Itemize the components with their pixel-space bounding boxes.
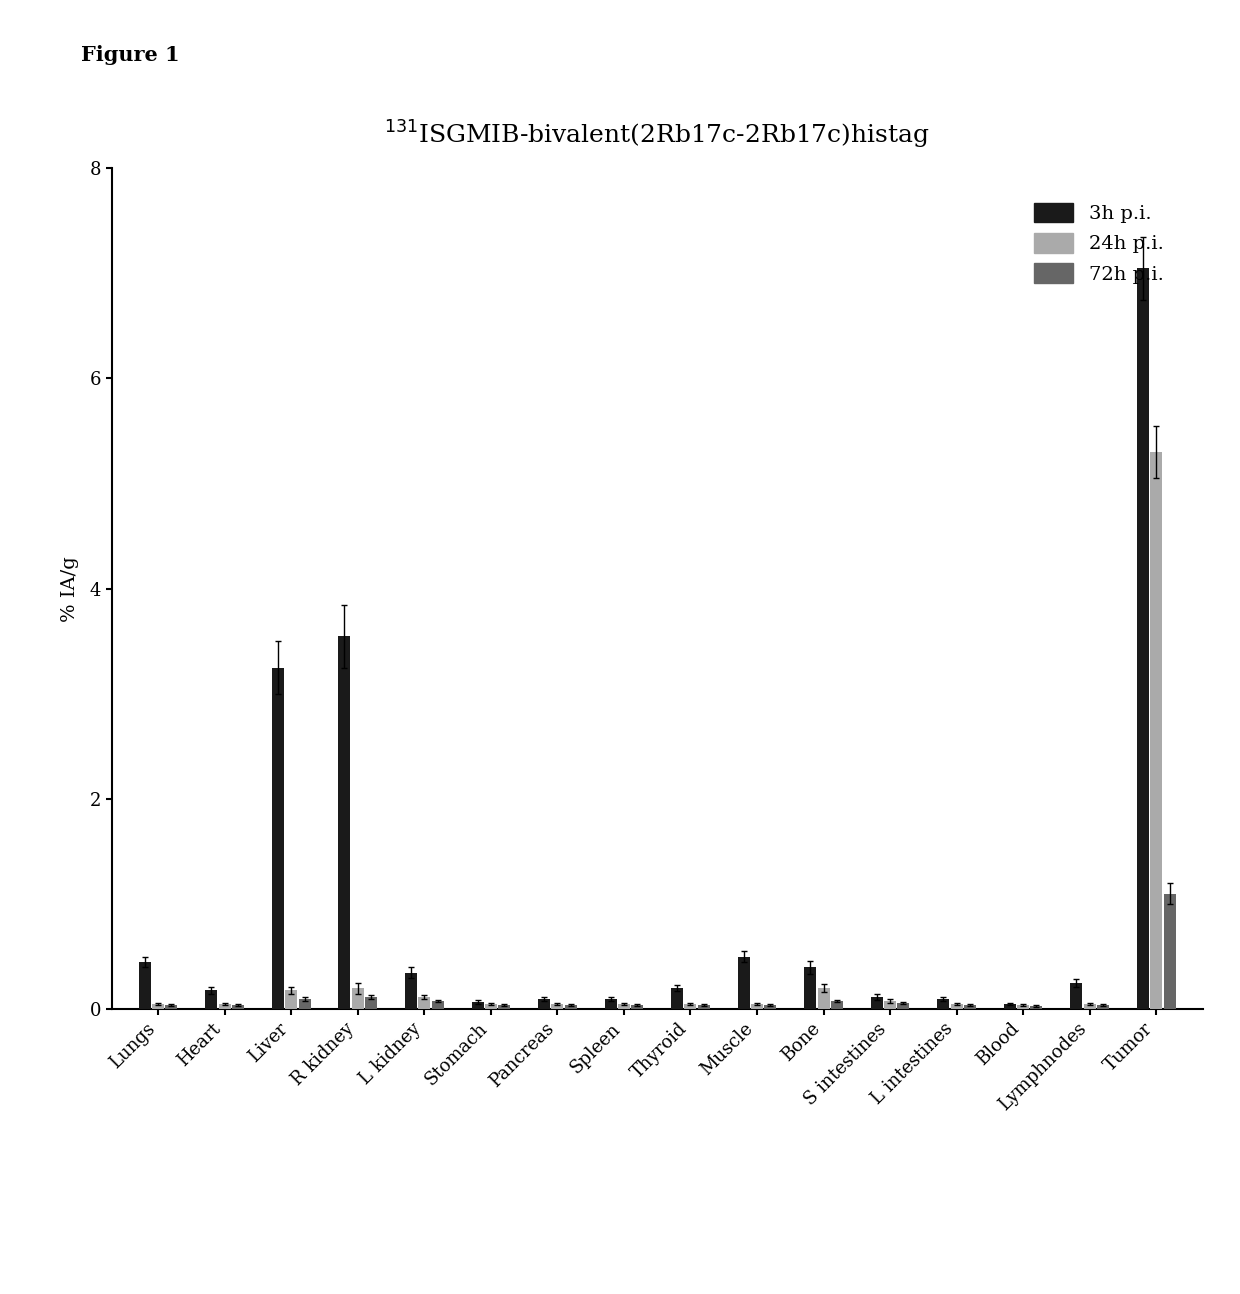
Bar: [738, 956, 750, 1009]
Bar: [1070, 983, 1083, 1009]
Title: $^{131}$ISGMIB-bivalent(2Rb17c-2Rb17c)histag: $^{131}$ISGMIB-bivalent(2Rb17c-2Rb17c)hi…: [384, 119, 930, 150]
Bar: [365, 996, 377, 1009]
Bar: [1084, 1004, 1096, 1009]
Bar: [1004, 1004, 1016, 1009]
Bar: [218, 1004, 231, 1009]
Bar: [805, 968, 816, 1009]
Bar: [339, 637, 351, 1009]
Bar: [165, 1005, 177, 1009]
Bar: [232, 1005, 244, 1009]
Bar: [418, 996, 430, 1009]
Bar: [1097, 1005, 1109, 1009]
Text: Figure 1: Figure 1: [81, 45, 180, 65]
Bar: [618, 1004, 630, 1009]
Bar: [831, 1002, 843, 1009]
Bar: [153, 1004, 164, 1009]
Bar: [498, 1005, 510, 1009]
Bar: [285, 990, 298, 1009]
Bar: [951, 1004, 962, 1009]
Bar: [538, 999, 551, 1009]
Bar: [206, 990, 217, 1009]
Bar: [405, 973, 417, 1009]
Bar: [432, 1002, 444, 1009]
Bar: [870, 996, 883, 1009]
Bar: [1017, 1005, 1029, 1009]
Bar: [963, 1005, 976, 1009]
Bar: [1030, 1007, 1043, 1009]
Bar: [564, 1005, 577, 1009]
Bar: [937, 999, 950, 1009]
Bar: [751, 1004, 763, 1009]
Legend: 3h p.i., 24h p.i., 72h p.i.: 3h p.i., 24h p.i., 72h p.i.: [1027, 195, 1172, 291]
Bar: [817, 989, 830, 1009]
Bar: [631, 1005, 644, 1009]
Bar: [299, 999, 310, 1009]
Bar: [1151, 452, 1162, 1009]
Bar: [684, 1004, 697, 1009]
Bar: [605, 999, 616, 1009]
Bar: [272, 668, 284, 1009]
Bar: [698, 1005, 709, 1009]
Bar: [352, 989, 363, 1009]
Bar: [485, 1004, 497, 1009]
Bar: [471, 1002, 484, 1009]
Y-axis label: % IA/g: % IA/g: [61, 556, 78, 621]
Bar: [552, 1004, 563, 1009]
Bar: [139, 961, 151, 1009]
Bar: [764, 1005, 776, 1009]
Bar: [1163, 894, 1176, 1009]
Bar: [1137, 268, 1149, 1009]
Bar: [671, 989, 683, 1009]
Bar: [884, 1002, 897, 1009]
Bar: [898, 1003, 909, 1009]
